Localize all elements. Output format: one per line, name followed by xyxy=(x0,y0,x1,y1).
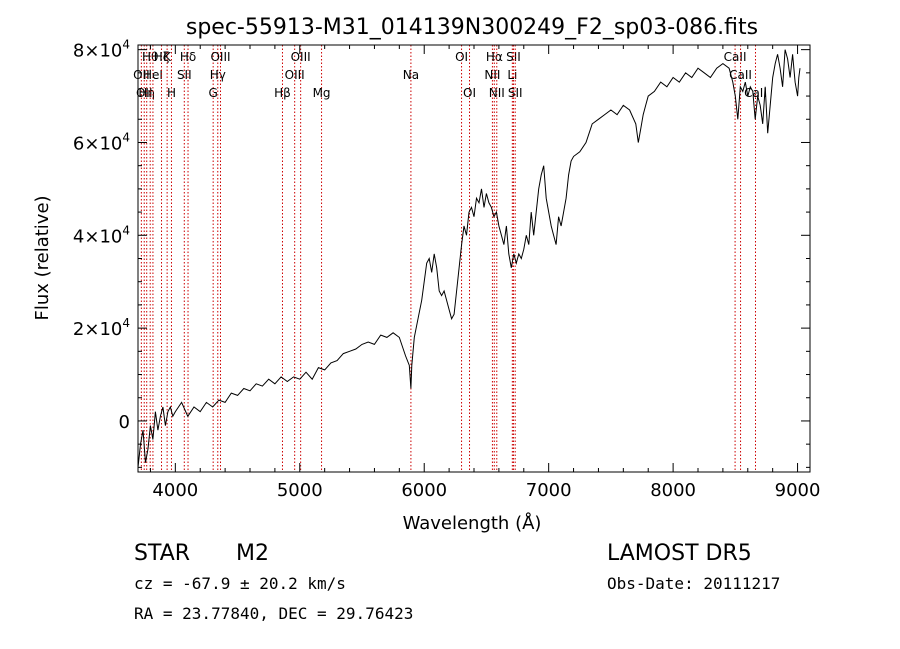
line-marker-label-10: G xyxy=(209,86,218,100)
spectrum-chart: spec-55913-M31_014139N300249_F2_sp03-086… xyxy=(32,15,821,534)
x-tick-label-5: 9000 xyxy=(775,480,821,501)
line-marker-label-26: CaII xyxy=(724,50,747,64)
line-marker-label-15: OIII xyxy=(291,50,311,64)
line-marker-label-20: NII xyxy=(484,68,500,82)
object-subclass: M2 xyxy=(236,541,269,566)
x-axis: 4000 5000 6000 7000 8000 9000 xyxy=(149,45,821,501)
y-tick-label-1: 2×104 xyxy=(73,316,130,340)
line-marker-label-23: Li xyxy=(507,68,517,82)
line-marker-label-6: K xyxy=(163,50,172,64)
chart-title: spec-55913-M31_014139N300249_F2_sp03-086… xyxy=(186,15,758,40)
line-marker-label-5: Hζ xyxy=(154,50,170,64)
line-marker-label-7: H xyxy=(167,86,176,100)
line-marker-label-9: Hδ xyxy=(180,50,196,64)
survey-label: LAMOST DR5 xyxy=(607,541,752,566)
plot-frame xyxy=(137,44,811,473)
line-marker-label-4: HeI xyxy=(143,68,163,82)
line-marker-label-27: CaII xyxy=(729,68,752,82)
line-marker-label-22: NII xyxy=(489,86,505,100)
line-marker-label-21: Hα xyxy=(486,50,503,64)
redshift-velocity: cz = -67.9 ± 20.2 km/s xyxy=(134,574,346,593)
y-tick-label-0: 0 xyxy=(119,412,130,433)
line-marker-label-13: Hβ xyxy=(274,86,291,100)
y-tick-label-2: 4×104 xyxy=(73,223,130,247)
line-marker-label-16: Mg xyxy=(313,86,331,100)
x-tick-label-1: 5000 xyxy=(277,480,323,501)
line-marker-label-3: Hθ xyxy=(142,50,158,64)
spectrum-series-line xyxy=(137,49,801,468)
x-tick-label-0: 4000 xyxy=(152,480,198,501)
line-marker-label-25: SII xyxy=(508,86,523,100)
line-marker-label-19: OI xyxy=(463,86,476,100)
x-tick-label-2: 6000 xyxy=(401,480,447,501)
line-marker-label-17: Na xyxy=(403,68,419,82)
object-class: STAR xyxy=(134,541,191,566)
line-marker-label-24: SII xyxy=(506,50,521,64)
x-axis-label: Wavelength (Å) xyxy=(403,512,542,534)
y-tick-label-3: 6×104 xyxy=(73,130,130,154)
line-marker-label-12: OIII xyxy=(210,50,230,64)
x-tick-label-3: 7000 xyxy=(526,480,572,501)
obs-date: Obs-Date: 20111217 xyxy=(607,574,781,593)
line-marker-label-2: Hη xyxy=(138,86,155,100)
line-marker-label-18: OI xyxy=(455,50,468,64)
y-axis-label: Flux (relative) xyxy=(32,195,53,320)
spectral-line-markers: OIIOIIHηHθHeIHζKHSIIHδGHγOIIIHβOIIIOIIIM… xyxy=(133,45,767,472)
line-marker-label-11: Hγ xyxy=(210,68,226,82)
line-marker-label-8: SII xyxy=(177,68,192,82)
line-marker-label-14: OIII xyxy=(285,68,305,82)
line-marker-label-0: OII xyxy=(133,68,150,82)
y-tick-label-4: 8×104 xyxy=(73,38,130,62)
y-axis: 0 2×104 4×104 6×104 8×104 xyxy=(73,38,810,468)
coordinates: RA = 23.77840, DEC = 29.76423 xyxy=(134,604,414,623)
x-tick-label-4: 8000 xyxy=(650,480,696,501)
